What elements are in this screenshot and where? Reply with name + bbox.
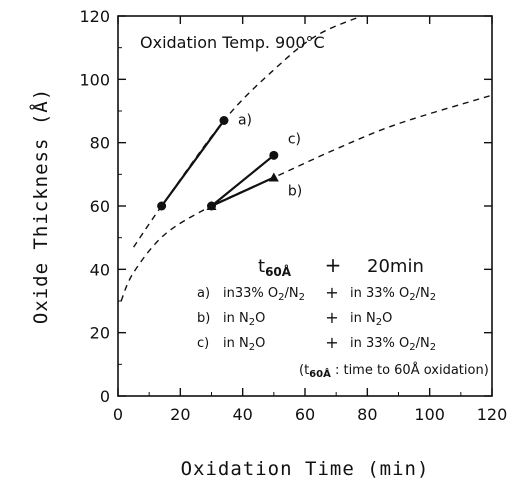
svg-text:t60Å: t60Å: [258, 256, 292, 279]
y-tick-label: 60: [90, 197, 110, 216]
series-line-a: [160, 119, 225, 207]
x-tick-label: 80: [357, 405, 377, 424]
x-tick-label: 40: [232, 405, 252, 424]
series-label-a: a): [238, 113, 252, 129]
row-first-atmosphere: in33% O2/N2: [223, 286, 305, 303]
series-label-b: b): [288, 184, 302, 200]
row-first-atmosphere: in N2O: [223, 311, 265, 328]
data-point-triangle: [268, 172, 279, 182]
header-time: 20min: [367, 256, 424, 277]
x-tick-label: 120: [477, 405, 508, 424]
row-label: c): [197, 336, 209, 351]
footnote: (t60Å : time to 60Å oxidation): [299, 362, 489, 380]
row-second-atmosphere: in N2O: [350, 311, 392, 328]
header-subscript: 60Å: [265, 264, 292, 279]
series-line-b: [211, 176, 275, 208]
header-plus: +: [325, 253, 342, 277]
y-tick-label: 40: [90, 260, 110, 279]
series-label-c: c): [288, 131, 301, 147]
legend-rows: a) in33% O2/N2 + in 33% O2/N2 b) in N2O + in N2…: [197, 283, 436, 353]
data-point-circle: [219, 116, 229, 125]
plot-frame: [117, 15, 493, 397]
y-axis-label: Oxide Thickness (Å): [29, 88, 52, 324]
row-second-atmosphere: in 33% O2/N2: [350, 336, 436, 353]
y-tick-label: 0: [100, 387, 110, 406]
x-tick-label: 0: [113, 405, 123, 424]
row-plus: +: [325, 283, 338, 302]
x-tick-label: 100: [414, 405, 445, 424]
series-line-c: [210, 154, 275, 207]
x-tick-label: 20: [170, 405, 190, 424]
y-tick-label: 100: [79, 70, 110, 89]
y-tick-label: 20: [90, 324, 110, 343]
row-plus: +: [325, 308, 338, 327]
y-tick-label: 120: [79, 7, 110, 26]
header-t: t: [258, 256, 265, 277]
dashed-curve-2: [120, 94, 492, 302]
row-label: a): [197, 286, 210, 301]
row-second-atmosphere: in 33% O2/N2: [350, 286, 436, 303]
x-tick-label: 60: [295, 405, 315, 424]
y-tick-label: 80: [90, 134, 110, 153]
data-point-circle: [157, 201, 167, 211]
row-plus: +: [325, 333, 338, 352]
data-point-circle: [269, 150, 279, 160]
row-label: b): [197, 311, 210, 326]
row-first-atmosphere: in N2O: [223, 336, 265, 353]
legend-header: t60Å + 20min: [258, 253, 424, 279]
oxidation-temp-label: Oxidation Temp. 900°C: [140, 33, 325, 52]
data-point-circle: [207, 201, 216, 211]
x-axis-label: Oxidation Time (min): [181, 458, 430, 480]
